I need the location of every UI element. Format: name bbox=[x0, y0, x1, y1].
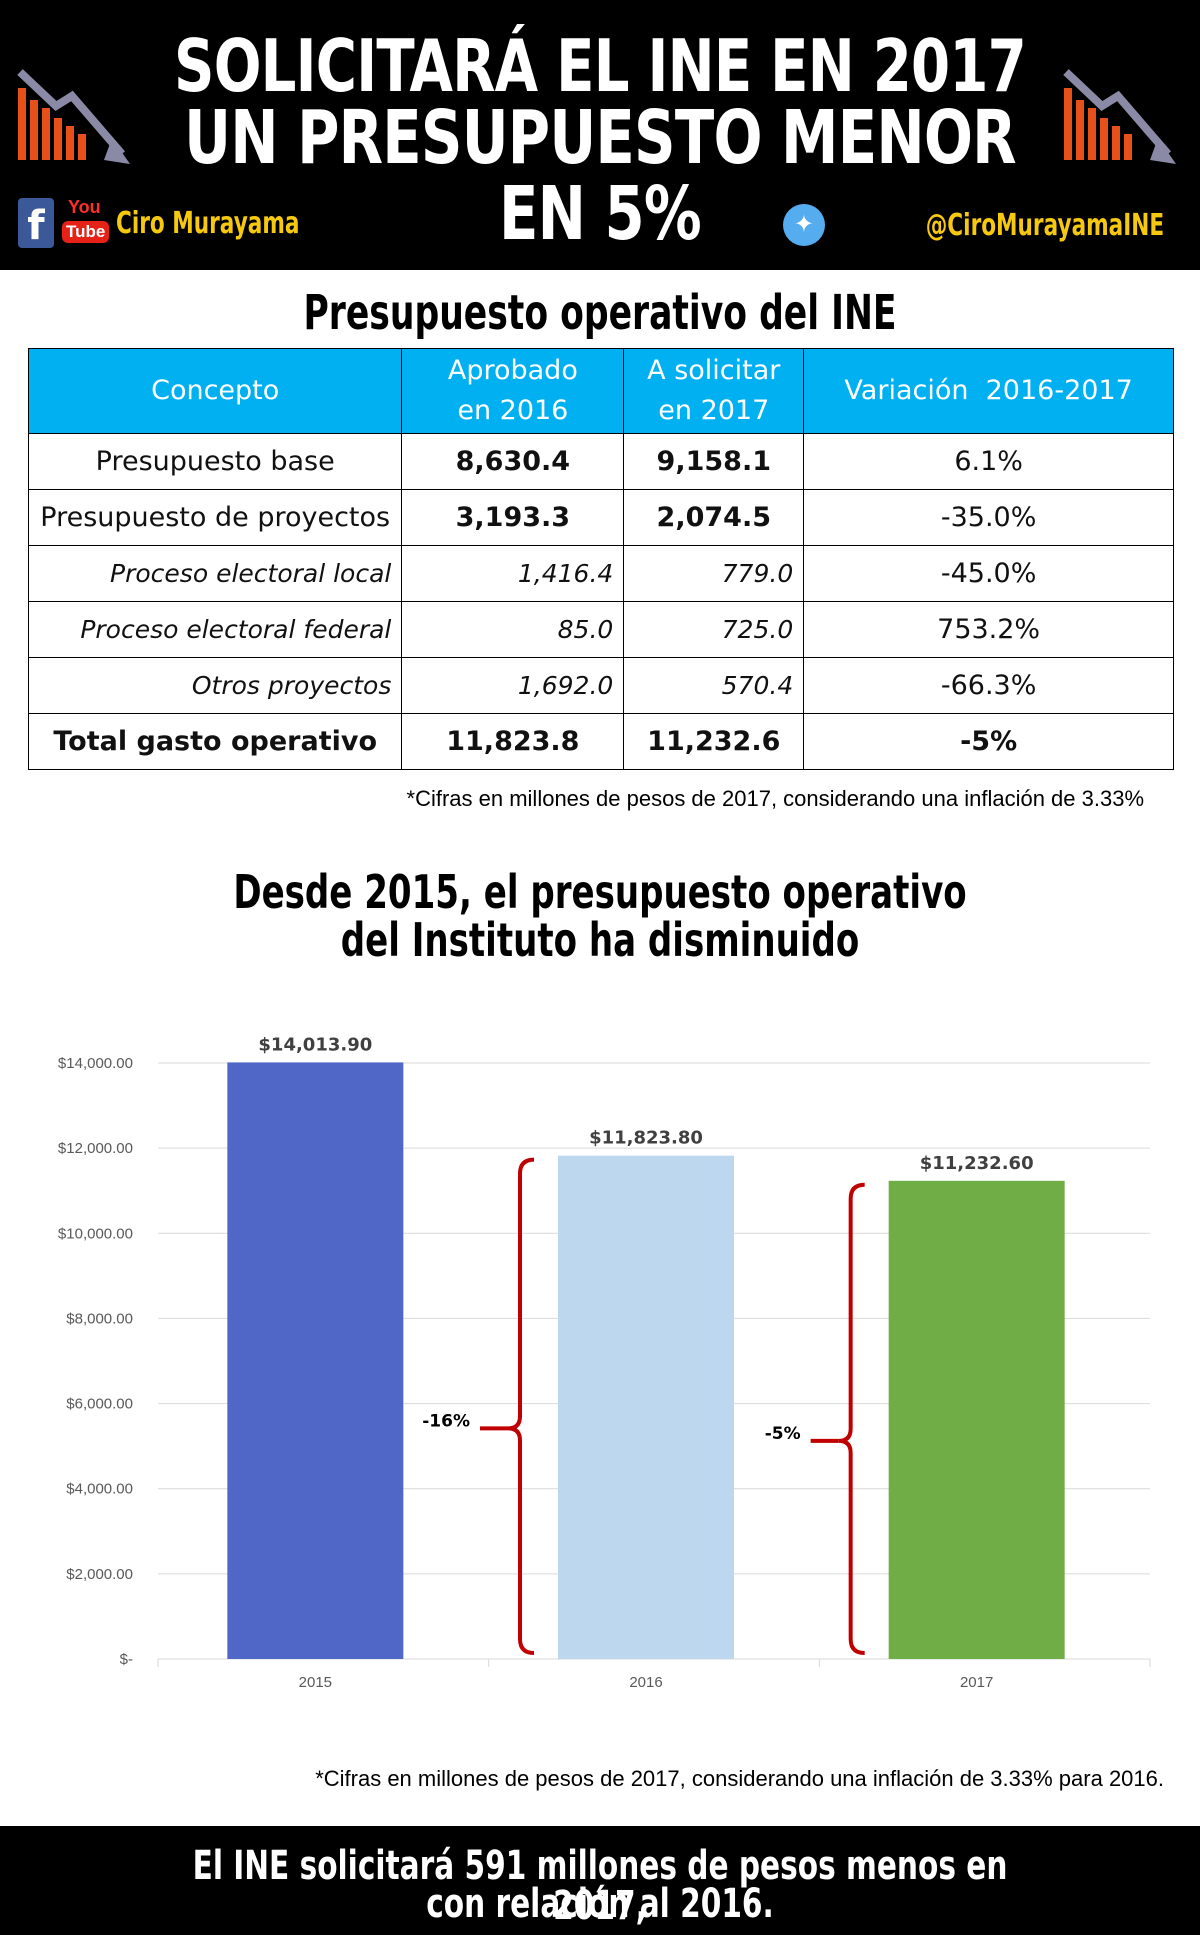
y-tick-label: $12,000.00 bbox=[58, 1140, 133, 1157]
chart-title-line2: del Instituto ha disminuido bbox=[340, 913, 860, 967]
facebook-icon[interactable]: f bbox=[18, 198, 54, 249]
row-variation: 753.2% bbox=[803, 601, 1174, 658]
declining-bars-left-icon bbox=[17, 69, 130, 164]
footer-line1: El INE solicitará 591 millones de pesos … bbox=[192, 1843, 1008, 1929]
header-variacion: Variación 2016-2017 bbox=[803, 348, 1174, 434]
row-concept: Presupuesto base bbox=[27, 433, 403, 490]
row-concept: Total gasto operativo bbox=[27, 713, 403, 770]
headline-line2: UN PRESUPUESTO MENOR EN 5% bbox=[184, 95, 1016, 257]
x-tick-label: 2017 bbox=[960, 1674, 993, 1691]
x-tick-label: 2016 bbox=[629, 1674, 662, 1691]
row-value-2016: 1,692.0 bbox=[401, 657, 625, 714]
budget-table: Concepto Aprobado en 2016 A solicitar en… bbox=[27, 348, 1174, 770]
header-concepto: Concepto bbox=[27, 348, 403, 434]
x-tick-label: 2015 bbox=[299, 1674, 332, 1691]
author-name: Ciro Murayama bbox=[116, 205, 300, 241]
table-row: Otros proyectos 1,692.0 570.4 -66.3% bbox=[27, 657, 1174, 714]
row-value-2017: 9,158.1 bbox=[623, 433, 805, 490]
row-value-2017: 11,232.6 bbox=[623, 713, 805, 770]
annotation-label: -16% bbox=[422, 1411, 470, 1431]
chart-title-line1: Desde 2015, el presupuesto operativo bbox=[233, 865, 967, 919]
y-tick-label: $14,000.00 bbox=[58, 1055, 133, 1072]
y-tick-label: $- bbox=[120, 1651, 133, 1668]
y-tick-label: $6,000.00 bbox=[66, 1396, 133, 1413]
row-variation: 6.1% bbox=[803, 433, 1174, 490]
youtube-tube-text: Tube bbox=[62, 221, 110, 243]
twitter-icon[interactable]: ✦ bbox=[782, 204, 825, 246]
annotation-label: -5% bbox=[765, 1424, 801, 1444]
data-label: $14,013.90 bbox=[258, 1034, 372, 1055]
row-variation: -45.0% bbox=[803, 545, 1174, 602]
youtube-you-text: You bbox=[68, 197, 101, 217]
table-header-row: Concepto Aprobado en 2016 A solicitar en… bbox=[27, 348, 1174, 434]
data-label: $11,232.60 bbox=[920, 1153, 1034, 1174]
declining-bars-right-icon bbox=[1063, 69, 1176, 164]
footer-banner: El INE solicitará 591 millones de pesos … bbox=[0, 1826, 1200, 1935]
row-value-2016: 3,193.3 bbox=[401, 489, 625, 546]
y-tick-label: $10,000.00 bbox=[58, 1225, 133, 1242]
data-label: $11,823.80 bbox=[589, 1128, 703, 1149]
header-solicitar-2017: A solicitar en 2017 bbox=[623, 348, 805, 434]
row-concept: Proceso electoral local bbox=[27, 545, 403, 602]
row-concept: Proceso electoral federal bbox=[27, 601, 403, 658]
row-concept: Otros proyectos bbox=[27, 657, 403, 714]
footer-line2: con relación al 2016. bbox=[426, 1881, 774, 1927]
bar-2015 bbox=[227, 1062, 404, 1659]
social-right: ✦ @CiroMurayamaINE bbox=[782, 200, 1164, 250]
social-left: f You Tube Ciro Murayama bbox=[18, 195, 371, 251]
row-concept: Presupuesto de proyectos bbox=[27, 489, 403, 546]
headline-line1: SOLICITARÁ EL INE EN 2017 bbox=[174, 24, 1027, 108]
row-value-2017: 570.4 bbox=[623, 657, 805, 714]
row-value-2017: 779.0 bbox=[623, 545, 805, 602]
table-row: Presupuesto de proyectos 3,193.3 2,074.5… bbox=[27, 489, 1174, 546]
header-banner: SOLICITARÁ EL INE EN 2017 UN PRESUPUESTO… bbox=[0, 0, 1200, 270]
bracket bbox=[838, 1182, 865, 1655]
y-tick-label: $4,000.00 bbox=[66, 1481, 133, 1498]
row-value-2016: 11,823.8 bbox=[401, 713, 625, 770]
header-aprobado-2016: Aprobado en 2016 bbox=[401, 348, 625, 434]
row-variation: -66.3% bbox=[803, 657, 1174, 714]
row-value-2016: 8,630.4 bbox=[401, 433, 625, 490]
budget-bar-chart: $- $2,000.00 $4,000.00 $6,000.00 $8,000.00 $1… bbox=[58, 1034, 1151, 1691]
row-value-2017: 2,074.5 bbox=[623, 489, 805, 546]
table-total-row: Total gasto operativo 11,823.8 11,232.6 … bbox=[27, 713, 1174, 770]
row-value-2016: 1,416.4 bbox=[401, 545, 625, 602]
bar-2016 bbox=[558, 1155, 734, 1659]
table-footnote: *Cifras en millones de pesos de 2017, co… bbox=[406, 786, 1144, 811]
table-row: Proceso electoral local 1,416.4 779.0 -4… bbox=[27, 545, 1174, 602]
y-tick-label: $2,000.00 bbox=[66, 1566, 133, 1583]
chart-title: Desde 2015, el presupuesto operativo del… bbox=[156, 868, 1044, 964]
youtube-icon[interactable]: You Tube bbox=[62, 197, 110, 249]
twitter-handle[interactable]: @CiroMurayamaINE bbox=[925, 207, 1164, 243]
y-tick-label: $8,000.00 bbox=[66, 1310, 133, 1327]
table-row: Proceso electoral federal 85.0 725.0 753… bbox=[27, 601, 1174, 658]
table-title: Presupuesto operativo del INE bbox=[303, 285, 897, 341]
bar-2017 bbox=[888, 1180, 1065, 1659]
chart-footnote: *Cifras en millones de pesos de 2017, co… bbox=[315, 1766, 1164, 1791]
table-row: Presupuesto base 8,630.4 9,158.1 6.1% bbox=[27, 433, 1174, 490]
row-value-2016: 85.0 bbox=[401, 601, 625, 658]
row-variation: -35.0% bbox=[803, 489, 1174, 546]
row-value-2017: 725.0 bbox=[623, 601, 805, 658]
row-variation: -5% bbox=[803, 713, 1174, 770]
